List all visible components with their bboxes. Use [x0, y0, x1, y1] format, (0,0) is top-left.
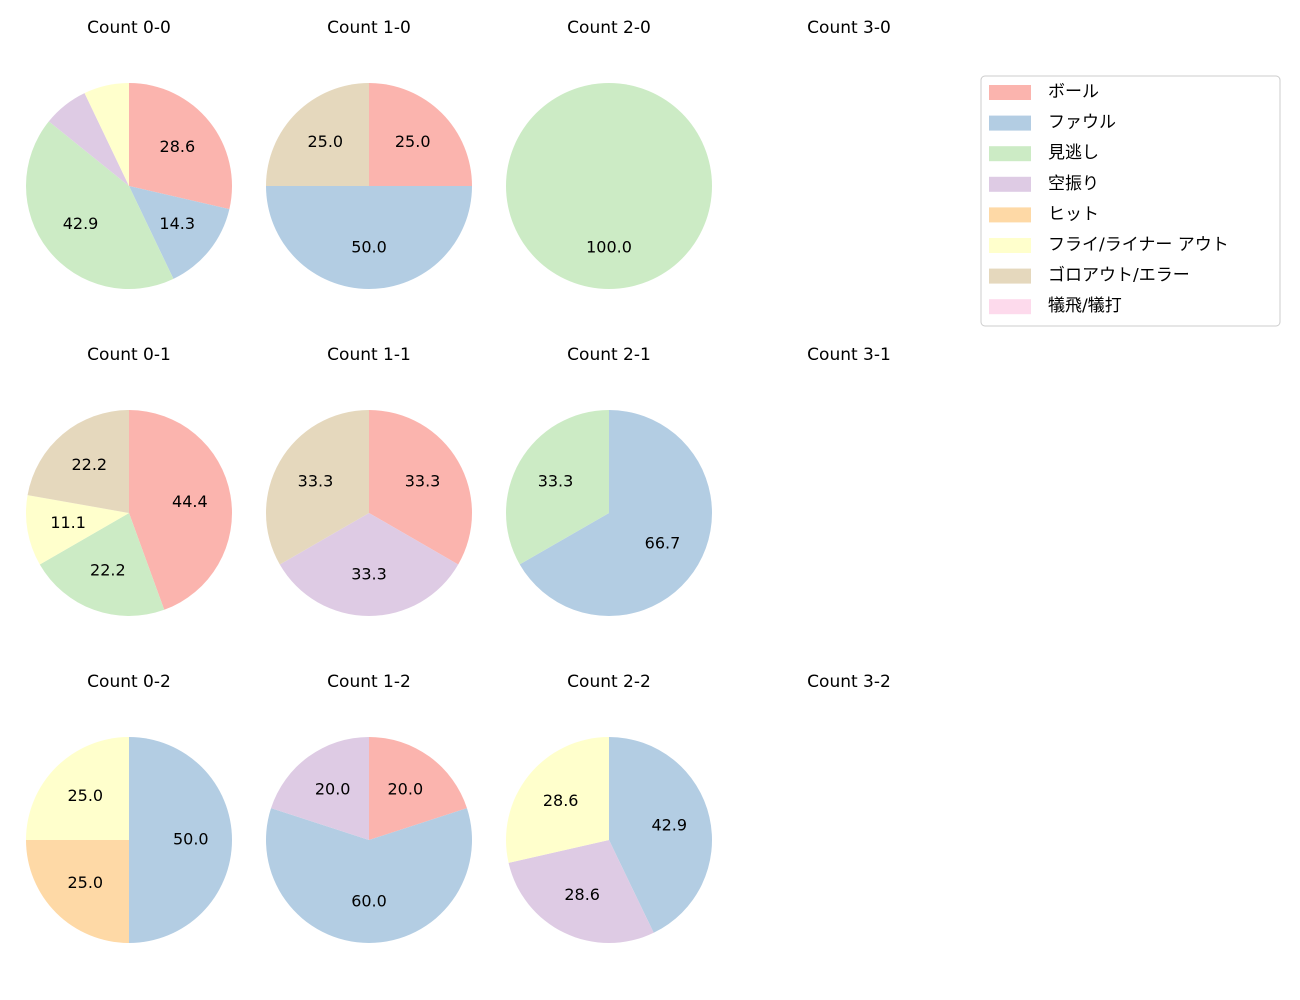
pie-slice [25, 495, 129, 565]
pie-slice [506, 409, 609, 565]
legend-swatch [989, 115, 1031, 131]
data-label: 25.0 [67, 786, 103, 805]
data-label: 11.1 [50, 513, 86, 532]
data-label: 33.3 [298, 472, 334, 491]
chart-title: Count 1-2 [327, 672, 411, 692]
data-label: 66.7 [645, 533, 681, 552]
legend-label: ファウル [1048, 113, 1116, 133]
chart-title: Count 1-1 [327, 345, 411, 365]
legend-label: ボール [1048, 82, 1099, 102]
legend-label: フライ/ライナー アウト [1048, 235, 1229, 255]
chart-title: Count 1-0 [327, 18, 411, 38]
legend-swatch [989, 268, 1031, 284]
pie-slice [609, 737, 713, 933]
chart-title: Count 0-1 [87, 345, 171, 365]
pie-slice [369, 410, 473, 565]
pie-slice [369, 83, 472, 186]
data-label: 25.0 [307, 132, 343, 151]
data-label: 25.0 [395, 132, 431, 151]
chart-title: Count 2-2 [567, 672, 651, 692]
data-label: 60.0 [351, 891, 387, 910]
chart-title: Count 0-2 [87, 672, 171, 692]
legend-label: 見逃し [1048, 143, 1099, 163]
pie-slice [26, 840, 129, 943]
pie-slice [27, 410, 129, 513]
legend-swatch [989, 146, 1031, 162]
pie-slice [26, 121, 174, 289]
data-label: 22.2 [71, 455, 107, 474]
pie-slice [508, 840, 654, 943]
pie-slice [26, 737, 129, 840]
data-label: 20.0 [315, 780, 351, 799]
chart-title: Count 2-0 [567, 18, 651, 38]
pie-slice [129, 83, 232, 210]
chart-title: Count 3-2 [807, 672, 891, 692]
data-label: 33.3 [351, 564, 387, 583]
legend-swatch [989, 207, 1031, 223]
pie-slice [266, 186, 472, 289]
data-label: 25.0 [67, 873, 103, 892]
legend-box [980, 75, 1281, 327]
legend-swatch [989, 299, 1031, 315]
legend-swatch [989, 176, 1031, 192]
pie-slice [84, 83, 129, 186]
chart-title: Count 0-0 [87, 18, 171, 38]
pie-slice [39, 513, 165, 616]
data-label: 44.4 [172, 492, 208, 511]
legend-swatch [989, 238, 1031, 253]
chart-title: Count 3-0 [807, 18, 891, 38]
data-label: 50.0 [351, 237, 387, 256]
pie-slice [271, 737, 369, 840]
pie-slice [369, 737, 467, 840]
pie-slice [266, 83, 369, 186]
data-label: 100.0 [586, 237, 632, 256]
data-label: 20.0 [388, 780, 424, 799]
data-label: 42.9 [63, 214, 99, 233]
chart-title: Count 3-1 [807, 345, 891, 365]
legend-swatch [989, 85, 1031, 100]
data-label: 28.6 [160, 137, 196, 156]
legend-label: 空振り [1048, 174, 1099, 194]
data-label: 50.0 [173, 830, 209, 849]
data-label: 33.3 [538, 472, 574, 491]
pie-slice [266, 410, 369, 565]
pie-slice [506, 83, 712, 289]
data-label: 33.3 [405, 472, 441, 491]
pie-slice [519, 410, 712, 616]
legend-label: 犠飛/犠打 [1048, 296, 1122, 316]
data-label: 28.6 [564, 885, 600, 904]
pie-slice [129, 186, 230, 279]
pie-slice [129, 410, 233, 610]
pie-slice [505, 737, 609, 863]
legend-label: ゴロアウト/エラー [1048, 265, 1190, 286]
pie-slice [48, 93, 129, 186]
pie-slice [129, 737, 232, 943]
chart-title: Count 2-1 [567, 345, 651, 365]
legend-label: ヒット [1048, 204, 1099, 224]
data-label: 42.9 [651, 816, 687, 835]
pie-slice [266, 808, 472, 943]
data-label: 22.2 [90, 561, 126, 580]
data-label: 14.3 [159, 214, 195, 233]
data-label: 28.6 [543, 791, 579, 810]
